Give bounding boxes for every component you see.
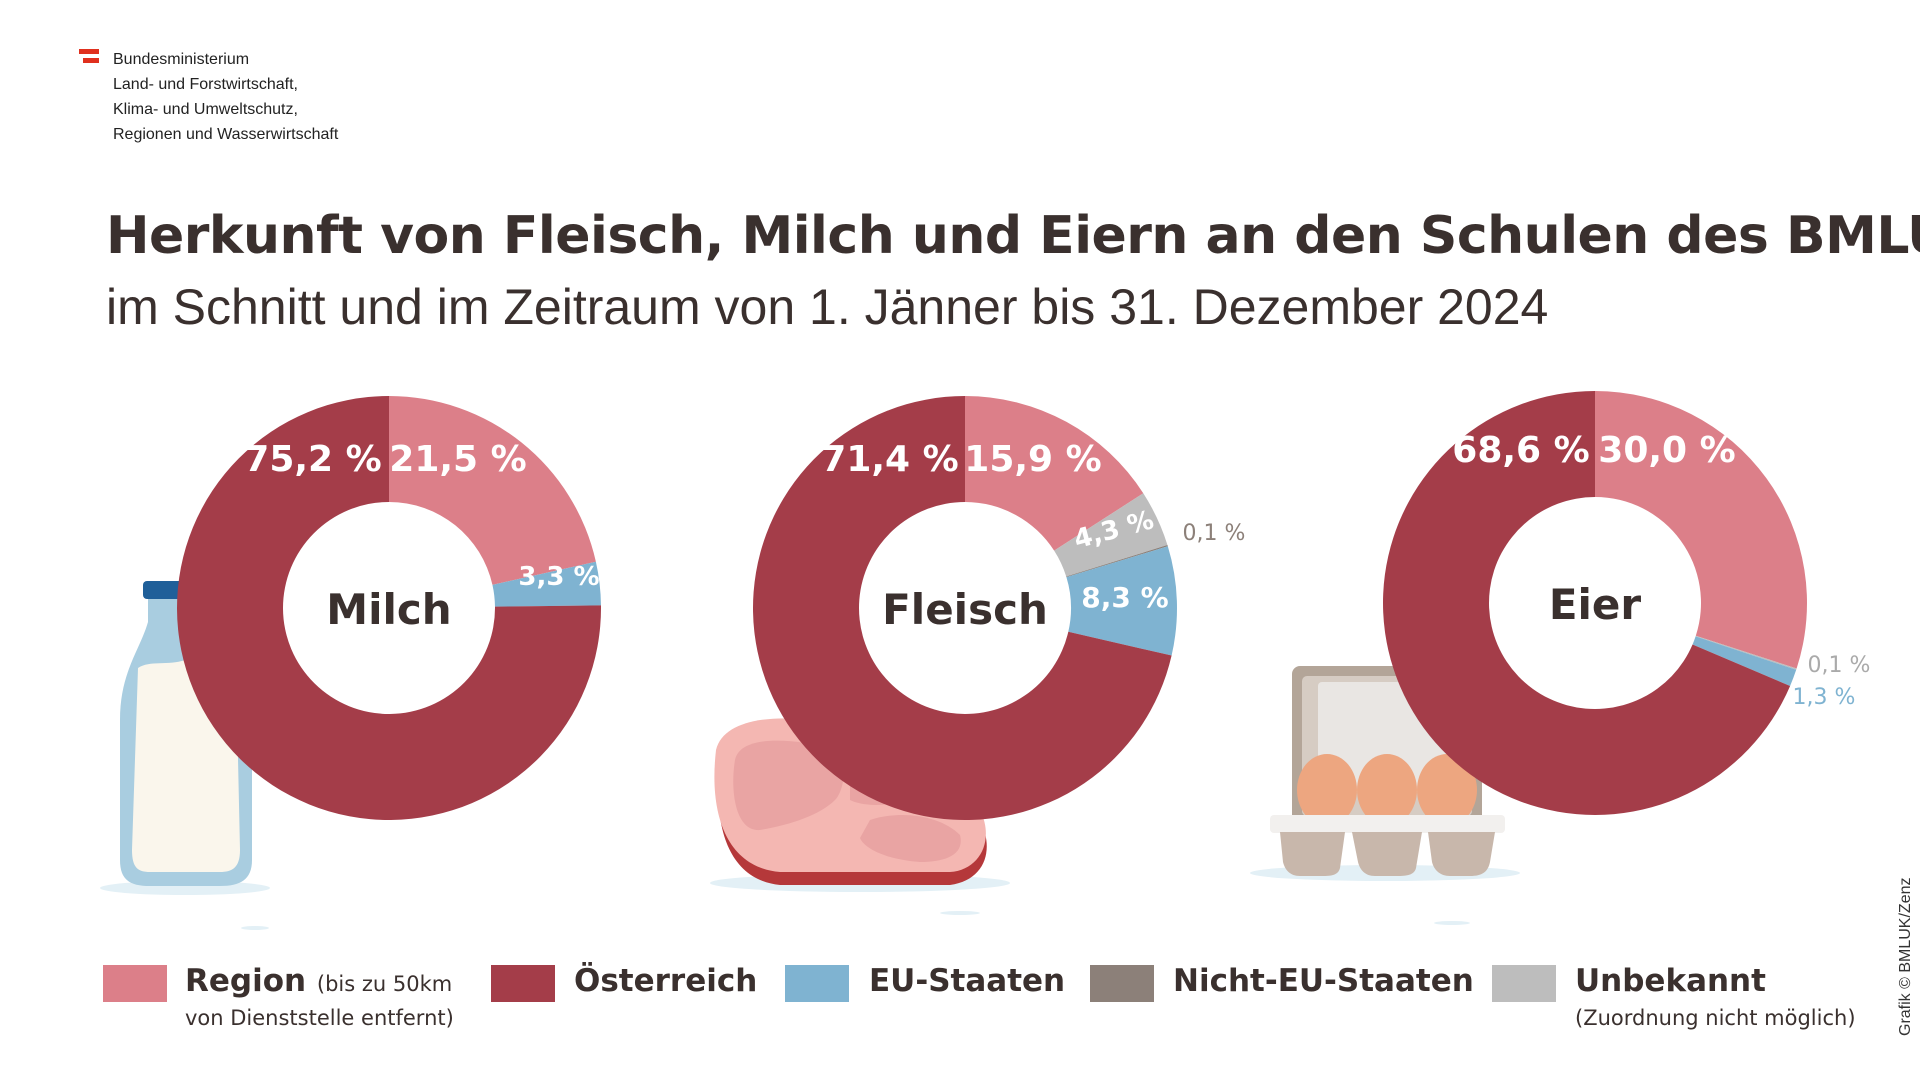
slice-eier-eu-staaten — [1692, 636, 1797, 686]
slice-fleisch-nicht-eu-staaten — [1066, 545, 1168, 578]
logo-line: Klima- und Umweltschutz, — [113, 101, 298, 118]
slice-milch-eu-staaten — [492, 561, 601, 607]
legend-label: Unbekannt — [1575, 963, 1766, 999]
data-label: 71,4 % — [821, 439, 958, 480]
data-label: 21,5 % — [389, 439, 526, 480]
donut-center-label: Eier — [1549, 580, 1642, 629]
legend-sub: (Zuordnung nicht möglich) — [1575, 1006, 1856, 1030]
slice-fleisch-eu-staaten — [1066, 546, 1177, 656]
slice-eier-region — [1595, 391, 1808, 669]
slice-milch-region — [389, 396, 596, 585]
donut-center-label: Fleisch — [882, 585, 1048, 634]
data-label: 0,1 % — [1808, 653, 1871, 678]
legend-swatch — [785, 965, 849, 1002]
legend-swatch — [103, 965, 167, 1002]
legend-label: Österreich — [574, 963, 758, 999]
legend-label: EU-Staaten — [869, 963, 1066, 999]
data-label: 30,0 % — [1598, 430, 1735, 471]
data-label: 8,3 % — [1081, 581, 1168, 614]
data-label: 68,6 % — [1452, 430, 1589, 471]
data-label: 0,1 % — [1183, 521, 1246, 546]
chart-title: Herkunft von Fleisch, Milch und Eiern an… — [106, 206, 1920, 266]
slice-eier-unbekannt — [1695, 635, 1797, 670]
legend-sub: von Dienststelle entfernt) — [185, 1006, 454, 1030]
chart-subtitle: im Schnitt und im Zeitraum von 1. Jänner… — [106, 279, 1549, 335]
slice-eier-österreich — [1383, 391, 1791, 815]
slice-fleisch-region — [965, 396, 1144, 551]
credit: Grafik © BMLUK/Zenz — [1897, 877, 1914, 1037]
slice-fleisch-österreich — [752, 396, 1172, 820]
logo-line: Regionen und Wasserwirtschaft — [113, 126, 339, 143]
legend-swatch — [1090, 965, 1154, 1002]
slice-fleisch-unbekannt — [1054, 493, 1168, 577]
data-label: 3,3 % — [518, 562, 599, 592]
logo-line: Land- und Forstwirtschaft, — [113, 76, 298, 93]
data-label: 1,3 % — [1793, 685, 1856, 710]
legend-note: (bis zu 50km — [316, 972, 453, 996]
legend-swatch — [1492, 965, 1556, 1002]
donut-center-label: Milch — [326, 585, 451, 634]
data-label: 75,2 % — [244, 439, 381, 480]
legend-swatch — [491, 965, 555, 1002]
legend-label: Nicht-EU-Staaten — [1173, 963, 1474, 999]
logo-line: Bundesministerium — [113, 51, 250, 68]
slice-milch-österreich — [177, 396, 602, 821]
data-label: 15,9 % — [964, 439, 1101, 480]
austria-flag-icon — [79, 49, 99, 67]
legend-label: Region — [185, 963, 307, 999]
